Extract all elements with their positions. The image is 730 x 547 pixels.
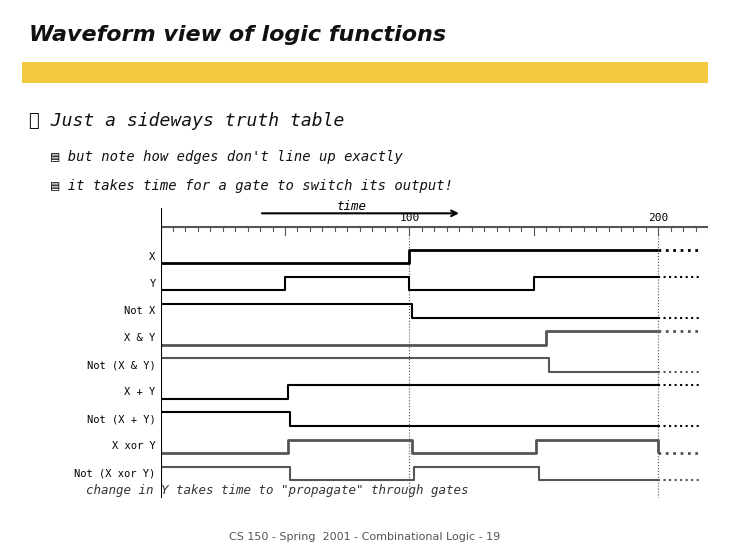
Text: Not X: Not X bbox=[124, 306, 155, 316]
Text: 100: 100 bbox=[399, 213, 420, 223]
Text: time: time bbox=[337, 200, 367, 213]
Text: Not (X + Y): Not (X + Y) bbox=[87, 414, 155, 424]
Text: X + Y: X + Y bbox=[124, 387, 155, 397]
Text: X & Y: X & Y bbox=[124, 333, 155, 343]
Text: X: X bbox=[150, 252, 155, 261]
FancyBboxPatch shape bbox=[22, 62, 708, 83]
Text: Not (X & Y): Not (X & Y) bbox=[87, 360, 155, 370]
Text: change in Y takes time to "propagate" through gates: change in Y takes time to "propagate" th… bbox=[86, 484, 469, 497]
Text: CS 150 - Spring  2001 - Combinational Logic - 19: CS 150 - Spring 2001 - Combinational Log… bbox=[229, 532, 501, 542]
Text: ✷ Just a sideways truth table: ✷ Just a sideways truth table bbox=[29, 112, 345, 130]
Text: 200: 200 bbox=[648, 213, 669, 223]
Text: Y: Y bbox=[150, 279, 155, 289]
Text: Not (X xor Y): Not (X xor Y) bbox=[74, 468, 155, 479]
Text: Waveform view of logic functions: Waveform view of logic functions bbox=[29, 25, 446, 45]
Text: ▤ but note how edges don't line up exactly: ▤ but note how edges don't line up exact… bbox=[51, 150, 403, 164]
Text: ▤ it takes time for a gate to switch its output!: ▤ it takes time for a gate to switch its… bbox=[51, 179, 453, 193]
Text: X xor Y: X xor Y bbox=[112, 441, 155, 451]
